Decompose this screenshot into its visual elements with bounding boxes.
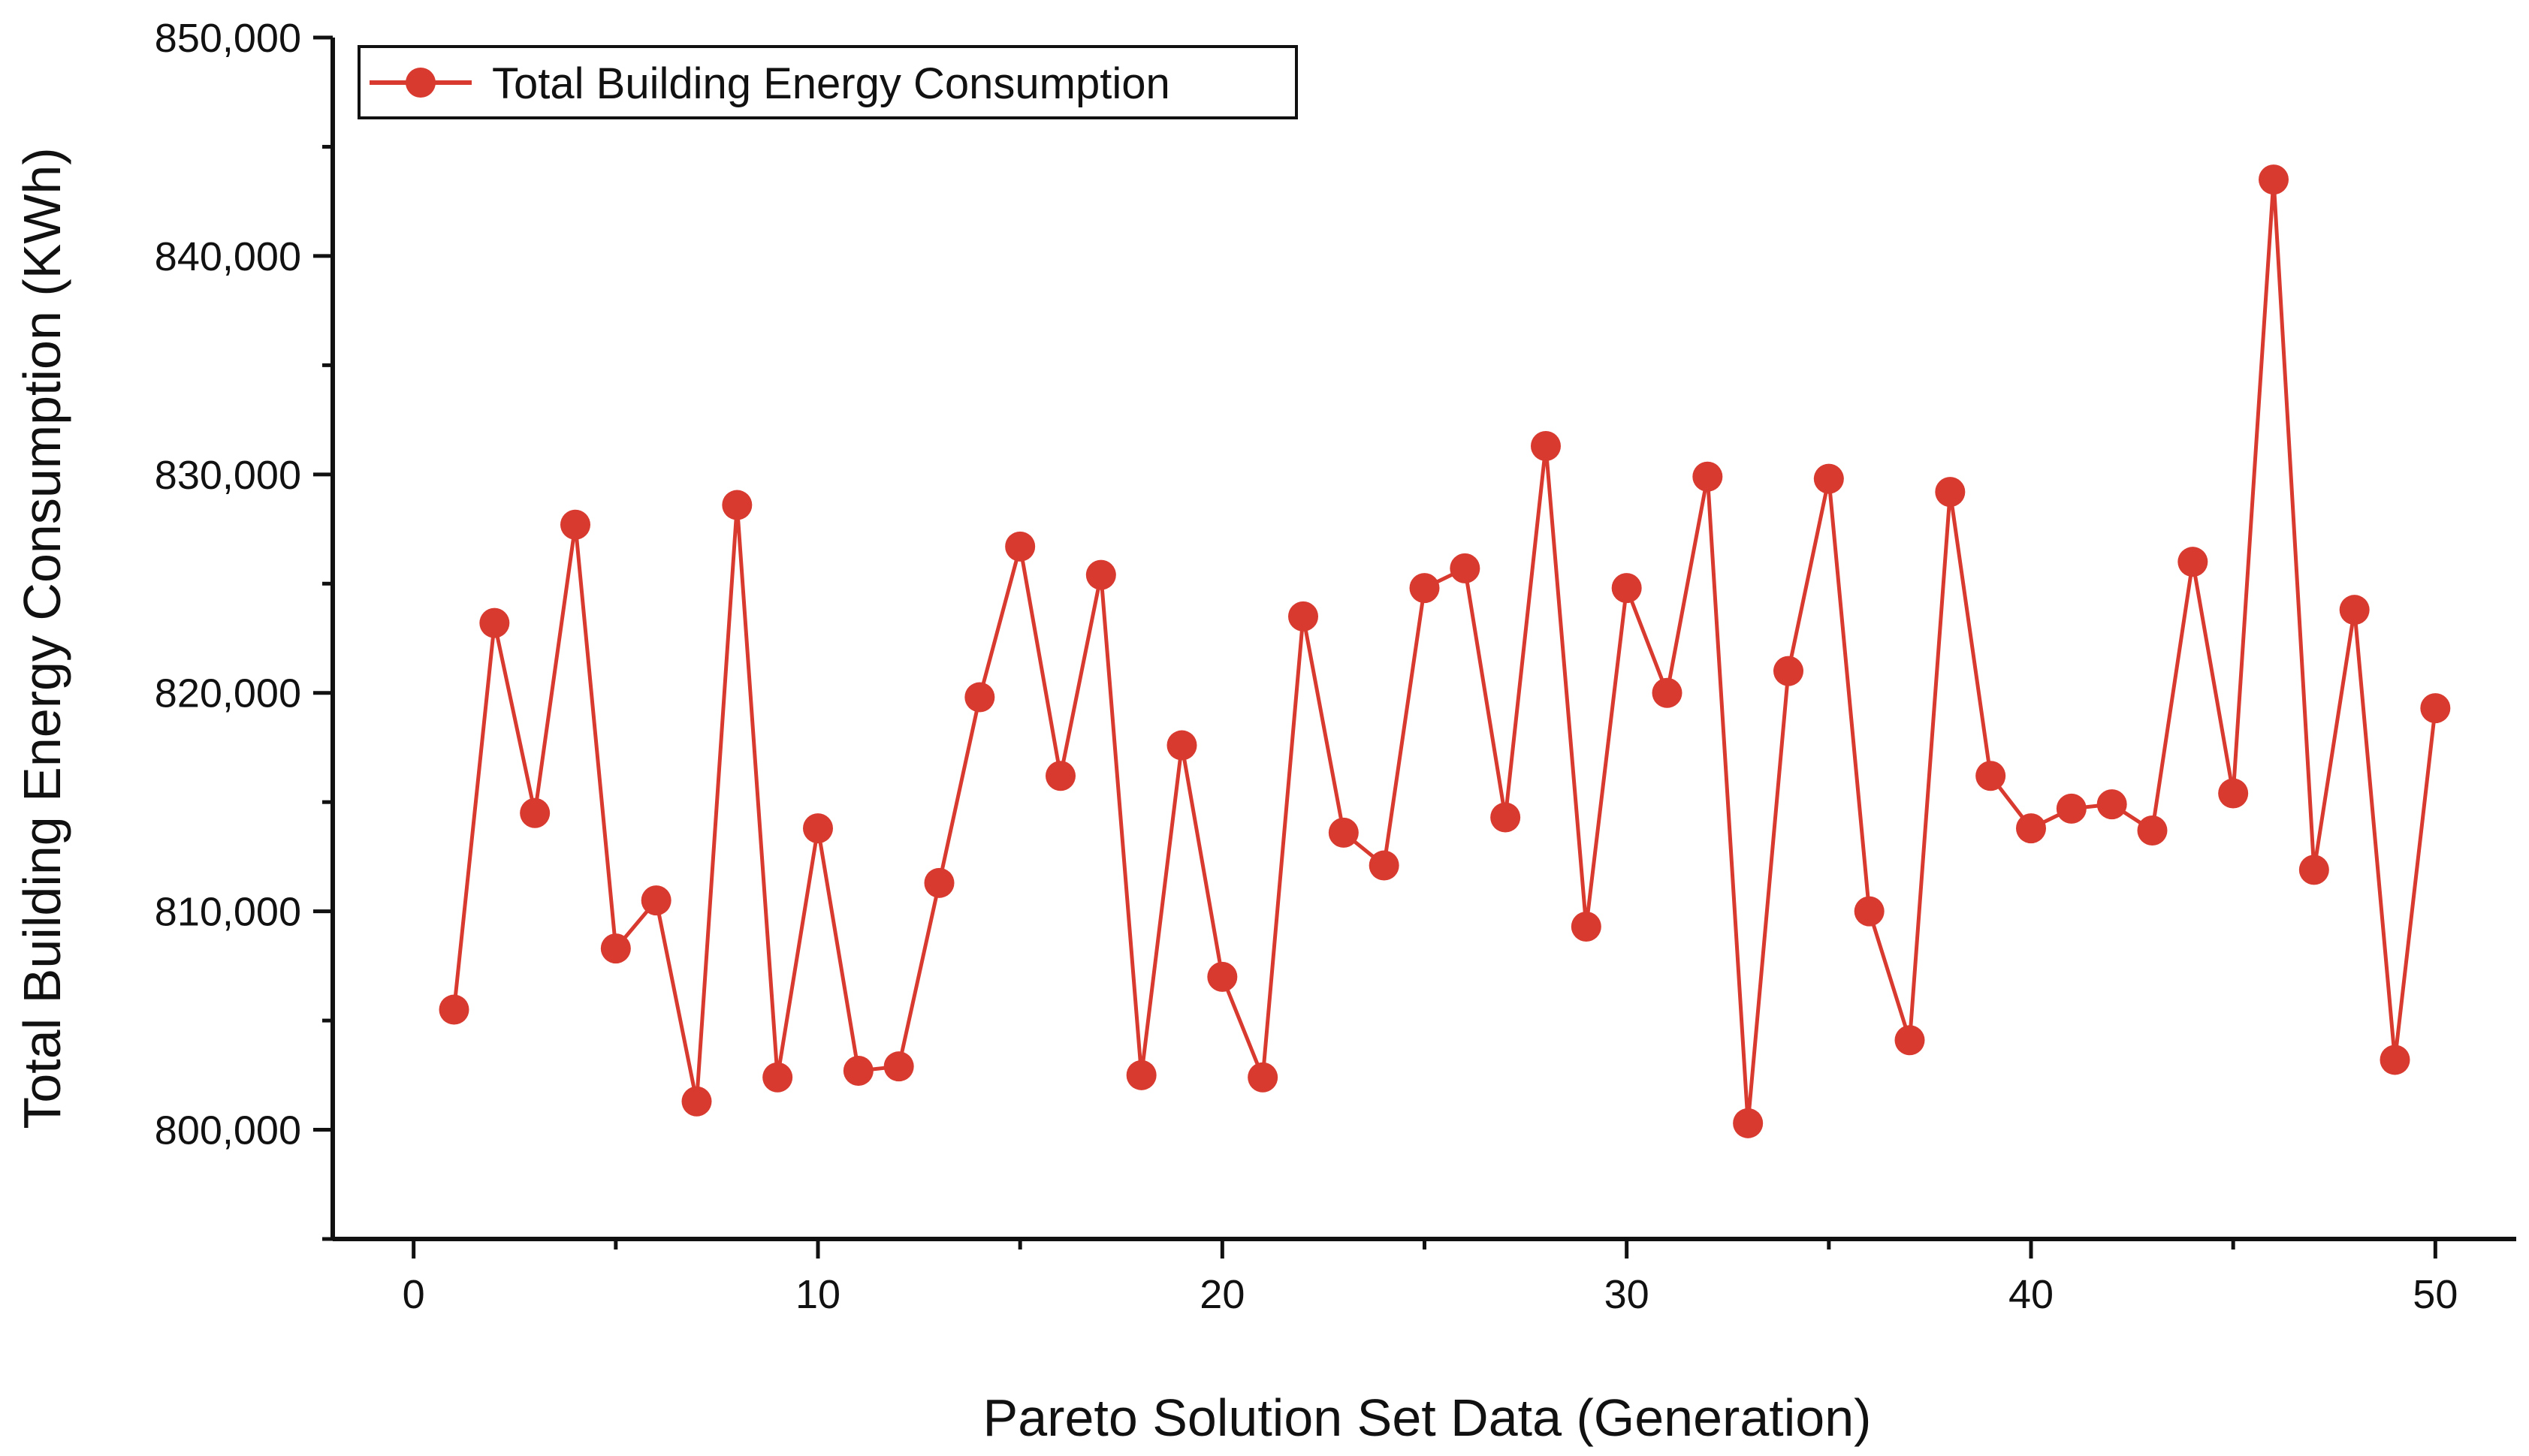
data-point — [1288, 601, 1318, 632]
data-point — [2259, 164, 2289, 195]
data-point — [1894, 1025, 1925, 1056]
legend-marker-swatch — [406, 68, 436, 98]
data-point — [600, 933, 631, 964]
plot-frame — [330, 38, 2516, 1241]
x-tick-label: 20 — [1200, 1272, 1245, 1317]
data-point — [1692, 461, 1723, 492]
y-axis-title: Total Building Energy Consumption (KWh) — [13, 147, 71, 1129]
data-point — [2298, 855, 2329, 885]
series-line — [452, 177, 2437, 1126]
data-point — [2016, 813, 2046, 844]
data-point — [1328, 817, 1359, 848]
x-tick-label: 30 — [1604, 1272, 1649, 1317]
data-point — [1975, 761, 2006, 791]
data-point — [2056, 793, 2087, 824]
data-point — [641, 885, 671, 916]
y-tick-label: 820,000 — [155, 671, 301, 716]
data-point — [843, 1056, 874, 1086]
series-group — [439, 164, 2451, 1138]
data-point — [1773, 656, 1803, 686]
data-point — [2339, 595, 2370, 626]
x-axis-title: Pareto Solution Set Data (Generation) — [983, 1388, 1872, 1447]
y-tick-label: 810,000 — [155, 890, 301, 935]
data-point — [1571, 912, 1601, 942]
x-tick-label: 0 — [403, 1272, 425, 1317]
x-tick-label: 50 — [2413, 1272, 2458, 1317]
y-ticks: 800,000 810,000 820,000 830,000 840,000 850,0… — [155, 16, 333, 1241]
data-point — [560, 509, 590, 540]
data-point — [2177, 547, 2208, 577]
x-tick-label: 10 — [795, 1272, 840, 1317]
x-tick-label: 40 — [2008, 1272, 2054, 1317]
data-point — [1490, 802, 1521, 833]
data-point — [2420, 693, 2451, 724]
data-point — [762, 1062, 793, 1093]
data-point — [1733, 1108, 1764, 1138]
data-point — [1652, 677, 1682, 708]
data-point — [1005, 531, 1036, 562]
data-point — [479, 607, 510, 638]
data-point — [1531, 431, 1561, 461]
data-point — [883, 1051, 914, 1082]
data-point — [1085, 559, 1116, 590]
data-point — [1369, 850, 1399, 881]
data-point — [1046, 761, 1076, 791]
data-point — [722, 490, 753, 520]
data-point — [2096, 789, 2127, 820]
data-point — [1611, 573, 1642, 604]
data-point — [1126, 1060, 1157, 1090]
data-point — [1854, 896, 1885, 927]
y-tick-label: 800,000 — [155, 1108, 301, 1153]
x-ticks: 0 10 20 30 40 50 — [403, 1239, 2458, 1317]
y-tick-label: 850,000 — [155, 16, 301, 61]
y-tick-label: 840,000 — [155, 234, 301, 279]
data-point — [1248, 1062, 1278, 1093]
data-point — [1813, 463, 1844, 494]
data-point — [1207, 961, 1238, 992]
data-point — [1409, 573, 1440, 604]
data-point — [439, 994, 469, 1025]
data-point — [681, 1086, 712, 1117]
data-point — [1935, 477, 1966, 508]
data-point — [924, 867, 955, 898]
data-point — [803, 813, 833, 844]
legend: Total Building Energy Consumption — [358, 45, 1298, 119]
legend-label: Total Building Energy Consumption — [492, 59, 1170, 108]
data-point — [1166, 730, 1197, 761]
legend-box — [358, 45, 1298, 119]
data-point — [2380, 1045, 2410, 1075]
data-point — [2137, 815, 2168, 846]
data-point — [964, 682, 995, 713]
data-point — [1450, 553, 1480, 583]
data-point — [2218, 778, 2249, 809]
y-tick-label: 830,000 — [155, 453, 301, 498]
data-point — [520, 797, 551, 828]
